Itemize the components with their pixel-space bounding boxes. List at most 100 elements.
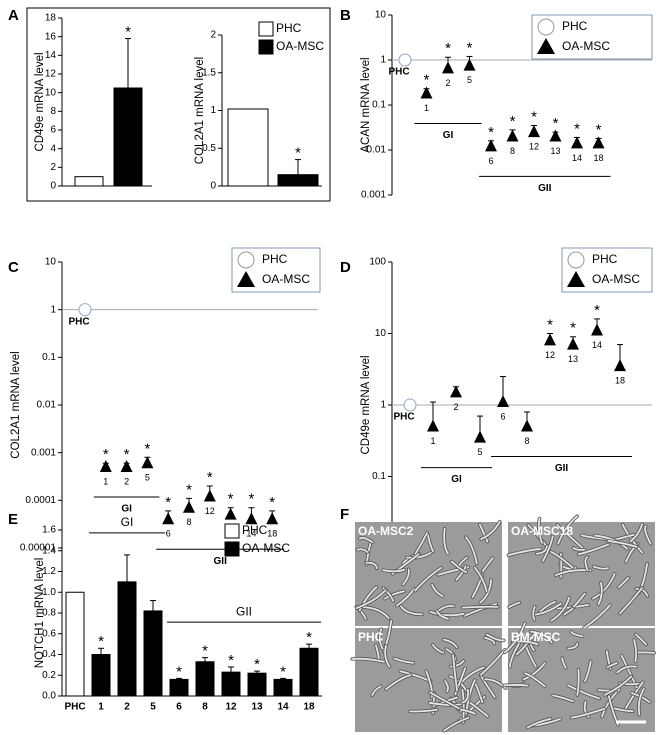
cell-body	[436, 610, 450, 620]
cell-body	[427, 534, 434, 553]
cell-body	[431, 583, 444, 598]
cell-body	[576, 668, 580, 696]
legend-label: OA-MSC	[592, 272, 640, 286]
y-tick-label: 10	[45, 87, 57, 98]
group-label: GI	[121, 515, 134, 529]
point	[544, 333, 556, 346]
y-tick-label: 0.01	[37, 400, 57, 411]
significance: *	[570, 320, 576, 337]
legend-marker	[567, 271, 585, 287]
cell-body	[355, 589, 387, 609]
y-tick-label: 16	[45, 31, 57, 42]
bar	[273, 678, 293, 697]
category-label: 14	[572, 153, 582, 163]
category-label: 18	[267, 529, 277, 539]
bar	[195, 661, 215, 697]
y-tick-label: 0.4	[42, 649, 56, 660]
significance: *	[280, 663, 286, 680]
cell-body	[552, 694, 574, 703]
cell-body	[508, 640, 521, 668]
y-tick-label: 0.5	[202, 143, 216, 154]
cell-body	[402, 568, 410, 586]
category-label: 13	[568, 354, 578, 364]
category-label: PHC	[388, 67, 409, 78]
significance: *	[531, 108, 537, 125]
y-tick-label: 18	[45, 13, 57, 24]
cell-body	[561, 657, 567, 669]
panel-letter: A	[8, 7, 19, 24]
cell-body	[597, 581, 603, 606]
bar	[277, 174, 319, 187]
significance: *	[574, 120, 580, 137]
significance: *	[165, 494, 171, 511]
point	[224, 507, 237, 520]
legend-label: OA-MSC	[562, 39, 610, 53]
significance: *	[488, 124, 494, 141]
cell-body	[570, 707, 606, 719]
cell-body	[550, 550, 574, 569]
category-label: 14	[592, 340, 602, 350]
y-tick-label: 4	[50, 143, 56, 154]
significance: *	[228, 652, 234, 669]
point	[485, 139, 497, 152]
y-tick-label: 1	[50, 304, 56, 315]
cell-body	[507, 548, 542, 557]
cell-body	[405, 551, 432, 559]
cell-body	[384, 644, 391, 668]
group-label: GII	[555, 463, 569, 474]
y-tick-label: 2	[50, 162, 56, 173]
cell-body	[384, 590, 405, 600]
bar	[227, 108, 269, 187]
y-tick-label: 0.0001	[25, 495, 56, 506]
cell-body	[515, 632, 536, 656]
x-tick-label: 14	[277, 702, 289, 713]
cell-body	[449, 659, 465, 668]
cell-body	[371, 685, 382, 696]
significance: *	[124, 446, 130, 463]
category-label: 18	[615, 375, 625, 385]
cell-body	[479, 579, 492, 604]
y-tick-label: 1.4	[42, 545, 56, 556]
cell-body	[356, 548, 369, 553]
point	[614, 359, 626, 372]
cell-body	[583, 660, 592, 682]
cell-body	[563, 607, 574, 616]
cell-body	[442, 638, 458, 649]
panel-letter: C	[8, 259, 19, 276]
group-label: GI	[451, 474, 462, 485]
y-tick-label: 6	[50, 125, 56, 136]
x-tick-label: 5	[150, 702, 156, 713]
legend-label: OA-MSC	[276, 39, 324, 53]
point	[567, 337, 579, 350]
cell-body	[463, 603, 498, 617]
y-tick-label: 0.01	[367, 145, 387, 156]
point	[463, 58, 476, 71]
cell-body	[399, 605, 423, 616]
cell-body	[409, 708, 438, 713]
y-tick-label: 1	[380, 55, 386, 66]
y-tick-label: 0	[210, 181, 216, 192]
y-axis-label: COL2A1 mRNA level	[10, 351, 22, 458]
cell-body	[644, 525, 652, 545]
legend-marker	[237, 251, 255, 269]
bar	[117, 581, 137, 697]
y-tick-label: 0.1	[42, 352, 56, 363]
cell-body	[358, 536, 374, 544]
y-tick-label: 0.001	[31, 447, 56, 458]
cell-body	[624, 681, 644, 710]
bar	[113, 87, 143, 187]
category-label: 5	[467, 75, 472, 85]
y-axis-label: CD49e mRNA level	[360, 355, 372, 454]
cell-body	[534, 602, 562, 616]
cell-body	[458, 556, 468, 567]
cell-body	[592, 565, 609, 570]
point	[99, 460, 112, 473]
cell-body	[526, 717, 552, 729]
cell-body	[567, 684, 601, 700]
group-label: GII	[236, 604, 252, 618]
bar	[299, 647, 319, 697]
legend-marker	[567, 251, 585, 269]
point	[141, 456, 154, 469]
y-tick-label: 0.001	[361, 190, 386, 201]
cell-body	[634, 633, 647, 646]
